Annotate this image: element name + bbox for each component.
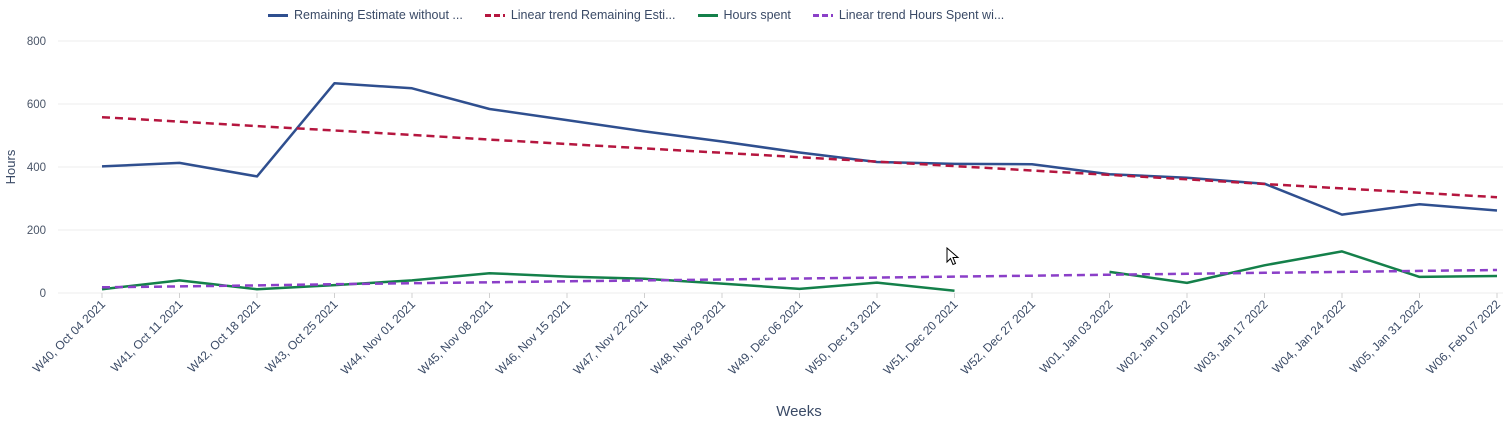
y-tick-label: 0 <box>40 288 46 300</box>
series-lines <box>101 81 1498 293</box>
legend-item-remaining-estimate[interactable]: Remaining Estimate without ... <box>268 8 463 22</box>
legend-label-linear-trend-hours: Linear trend Hours Spent wi... <box>838 8 1005 22</box>
legend-swatch-linear-trend-hours <box>812 13 833 17</box>
x-tick-label: W43, Oct 25 2021 <box>262 297 341 376</box>
legend-label-remaining-estimate: Remaining Estimate without ... <box>294 8 463 22</box>
y-tick-label: 600 <box>27 99 46 111</box>
legend: Remaining Estimate without ... Linear tr… <box>268 5 1004 25</box>
legend-item-linear-trend-remaining[interactable]: Linear trend Remaining Esti... <box>484 8 676 22</box>
x-axis-title: Weeks <box>776 403 822 420</box>
series-line-2 <box>101 271 955 293</box>
legend-swatch-remaining-estimate <box>268 13 288 17</box>
x-tick-label: W49, Dec 06 2021 <box>725 297 805 377</box>
series-line-2 <box>1109 250 1498 285</box>
x-tick-label: W41, Oct 11 2021 <box>108 297 186 375</box>
x-tick-label: W05, Jan 31 2022 <box>1347 297 1426 376</box>
x-tick-label: W44, Nov 01 2021 <box>338 297 418 377</box>
x-tick-label: W40, Oct 04 2021 <box>30 297 109 376</box>
series-line-1 <box>101 115 1498 199</box>
x-tick-label: W42, Oct 18 2021 <box>185 297 264 376</box>
x-tick-label: W50, Dec 13 2021 <box>803 297 883 377</box>
x-tick-label: W45, Nov 08 2021 <box>415 297 495 377</box>
x-tick-label: W03, Jan 17 2022 <box>1192 297 1271 376</box>
legend-label-linear-trend-remaining: Linear trend Remaining Esti... <box>510 8 676 22</box>
x-tick-label: W48, Nov 29 2021 <box>648 297 728 377</box>
x-tick-label: W04, Jan 24 2022 <box>1269 297 1348 376</box>
legend-item-hours-spent[interactable]: Hours spent <box>697 8 791 22</box>
x-tick-label: W51, Dec 20 2021 <box>880 297 960 377</box>
mouse-cursor-icon <box>946 247 960 266</box>
legend-swatch-linear-trend-remaining <box>484 13 505 17</box>
y-axis-ticks: 0 200 400 600 800 <box>27 36 46 300</box>
y-tick-label: 200 <box>27 225 46 237</box>
y-tick-label: 400 <box>27 162 46 174</box>
x-axis-ticks: W40, Oct 04 2021 W41, Oct 11 2021 W42, Oct… <box>30 293 1503 377</box>
x-tick-label: W52, Dec 27 2021 <box>958 297 1038 377</box>
legend-item-linear-trend-hours[interactable]: Linear trend Hours Spent wi... <box>812 8 1005 22</box>
x-tick-label: W47, Nov 22 2021 <box>570 297 650 377</box>
y-tick-label: 800 <box>27 36 46 48</box>
x-tick-label: W06, Feb 07 2022 <box>1423 297 1503 377</box>
x-tick-label: W02, Jan 10 2022 <box>1114 297 1193 376</box>
legend-swatch-hours-spent <box>697 13 718 17</box>
x-tick-label: W46, Nov 15 2021 <box>493 297 573 377</box>
series-line-0 <box>101 81 1498 216</box>
x-tick-label: W01, Jan 03 2022 <box>1037 297 1116 376</box>
legend-label-hours-spent: Hours spent <box>723 8 791 22</box>
grid <box>58 40 1503 294</box>
series-line-3 <box>101 268 1498 289</box>
y-axis-title: Hours <box>3 149 18 184</box>
